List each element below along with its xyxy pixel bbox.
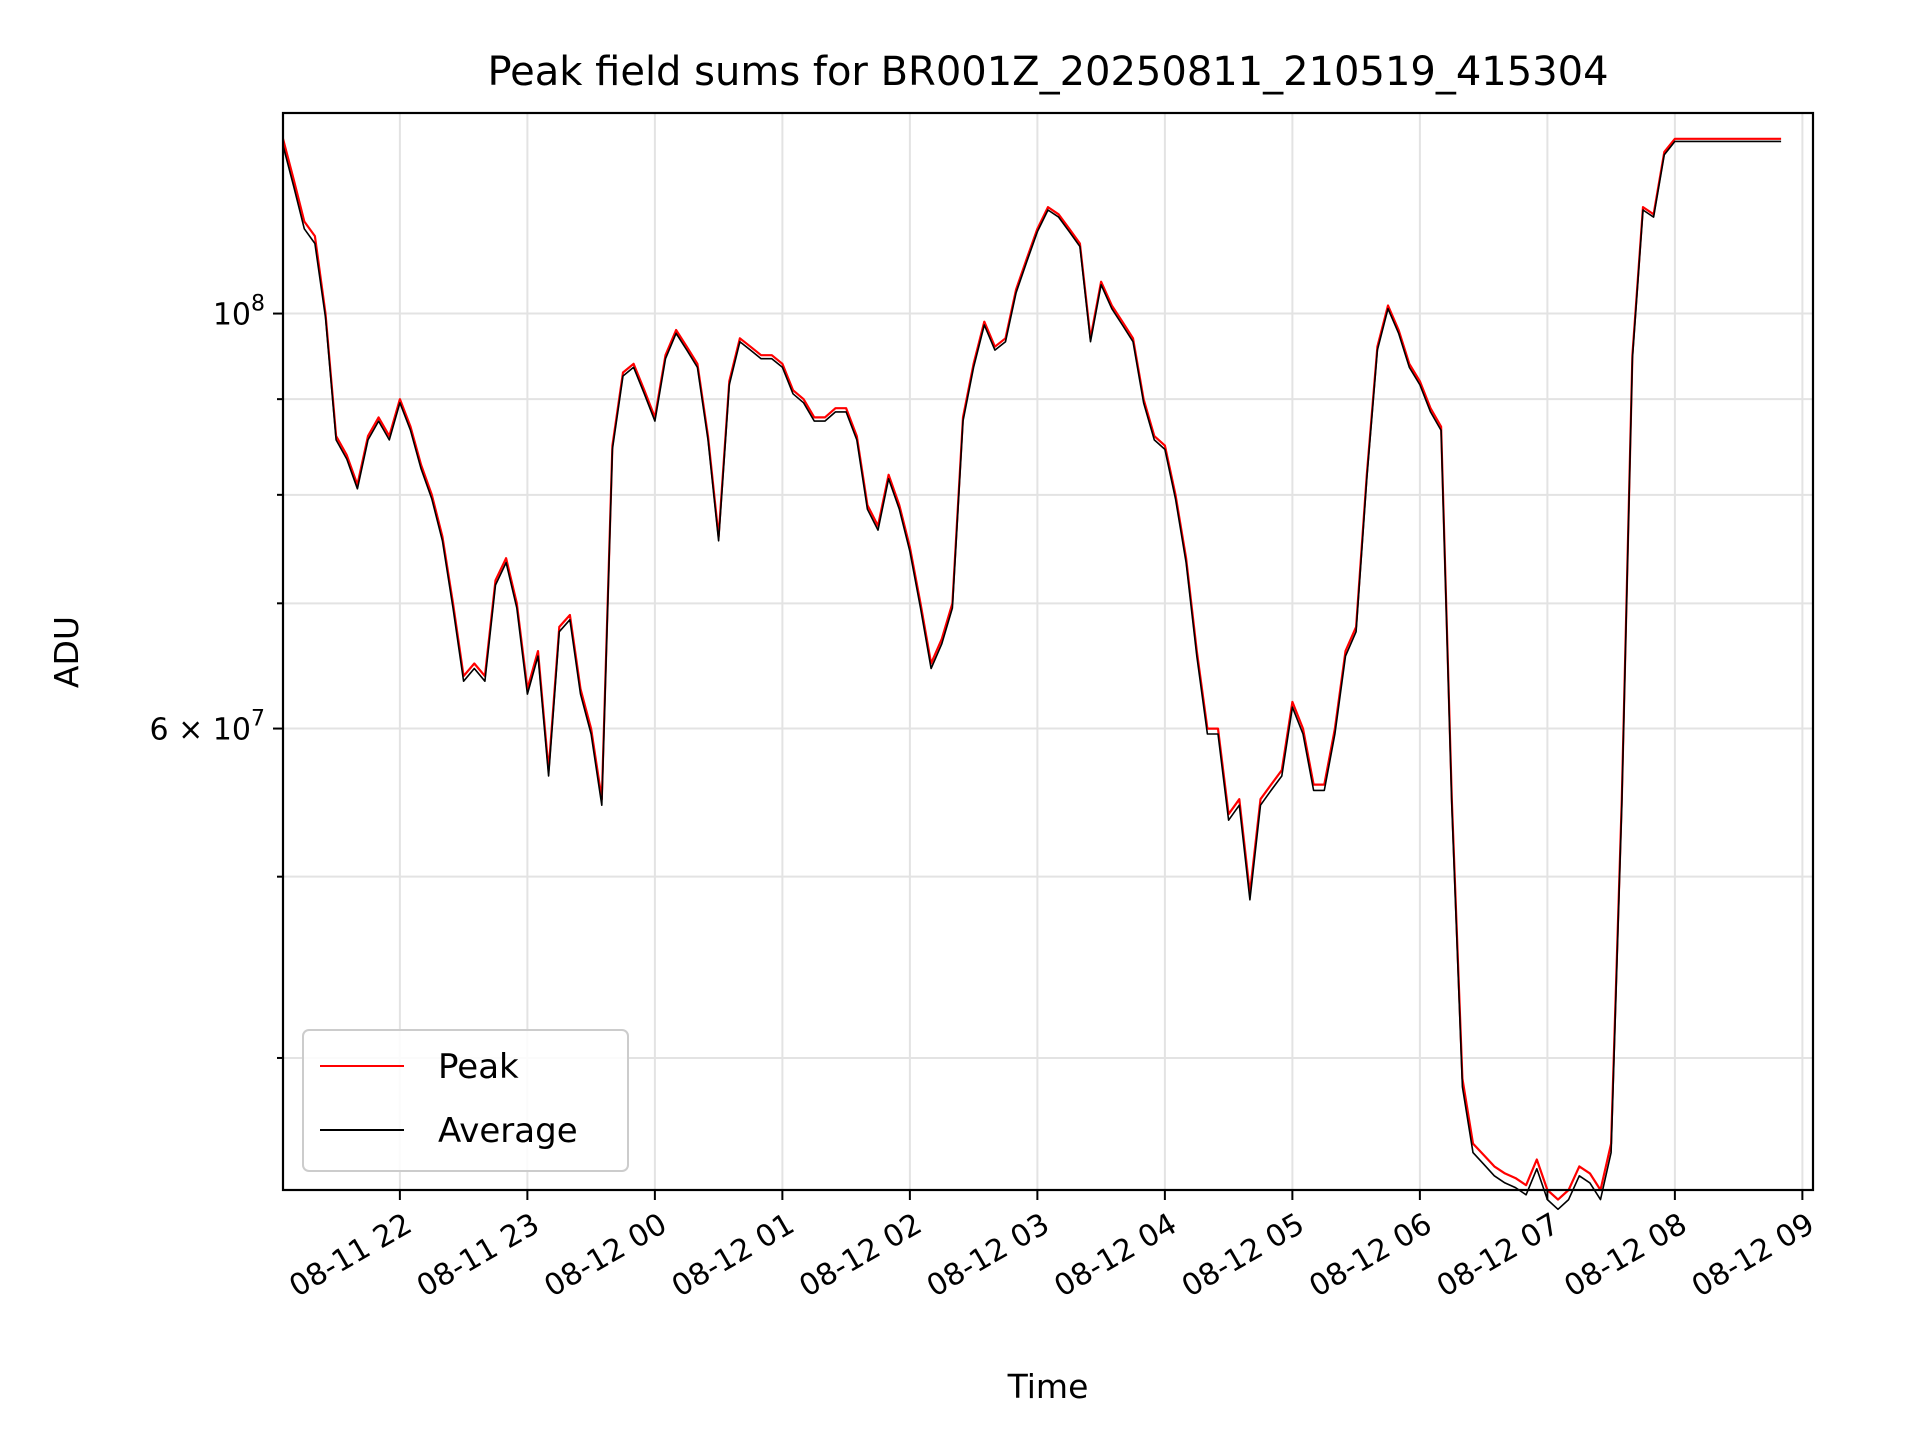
plot-frame (281, 111, 1815, 1192)
series-layer (281, 137, 1782, 1211)
series-line-peak (281, 137, 1782, 1201)
y-tick-label: 6 × 107 (150, 707, 265, 748)
x-axis-label: Time (1007, 1367, 1089, 1406)
series-line-average (282, 140, 1782, 1211)
legend: Peak Average (302, 1029, 629, 1172)
grid-lines (283, 113, 1813, 1190)
chart-title: Peak field sums for BR001Z_20250811_2105… (487, 49, 1608, 95)
y-axis: 108 6 × 107 (150, 292, 283, 1059)
y-axis-label: ADU (47, 616, 86, 688)
legend-label-average: Average (438, 1111, 578, 1151)
y-tick-label: 108 (213, 292, 265, 333)
legend-label-peak: Peak (438, 1047, 519, 1087)
